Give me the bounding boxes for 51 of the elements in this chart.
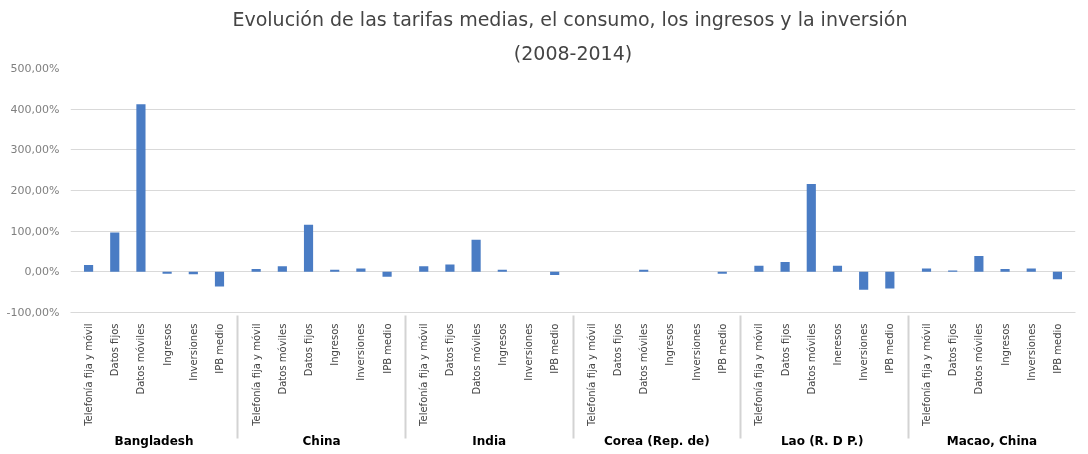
x-tick-label: Ingresos [161,323,173,366]
y-tick-label: 0,00% [24,265,60,279]
x-tick-label: Datos fijos [612,323,624,377]
x-tick-label: Ingresos [999,323,1011,366]
x-tick-label: Datos fijos [303,323,315,377]
x-tick-label: Telefonía fija y móvil [418,323,430,427]
x-tick-label: Telefonía fija y móvil [753,323,765,427]
x-tick-label: Datos móviles [470,323,482,395]
x-tick-label: Inversiones [858,323,870,381]
y-tick-label: 500,00% [10,62,60,75]
x-tick-label: Telefonía fija y móvil [921,323,932,427]
text: Macao, China [946,433,1038,448]
y-tick-label: 300,00% [10,143,60,157]
x-tick-label: Datos fijos [109,323,121,377]
x-tick-label: Inversiones [690,323,702,381]
x-tick-label: Telefonía fija y móvil [250,323,262,427]
x-tick-label: Telefonía fija y móvil [585,323,597,427]
text: Corea (Rep. de) [603,433,710,448]
y-tick-label: 400,00% [10,102,60,116]
y-tick-label: 200,00% [10,184,60,197]
chart-title: Evolución de las tarifas medias, el consumo, los ingresos y la inversión [232,7,908,30]
x-tick-label: Inversiones [355,323,367,381]
x-tick-label: Telefonía fija y móvil [83,323,95,427]
x-tick-label: Datos fijos [947,323,959,377]
text: Lao (R. D P.) [780,433,864,448]
x-tick-label: Ingresos [496,323,508,366]
y-tick-label: 100,00% [10,224,60,238]
x-tick-label: IPB medio [884,323,896,374]
x-tick-label: Inversiones [187,323,199,381]
x-tick-label: Inversiones [522,323,534,381]
text: China [302,433,341,448]
text: Bangladesh [114,433,194,448]
x-tick-label: Datos fijos [779,323,791,377]
x-tick-label: IPB medio [214,323,225,374]
text: India [472,433,507,448]
x-tick-label: Datos móviles [276,323,288,395]
x-tick-label: Datos fijos [444,323,456,377]
x-tick-label: Datos móviles [135,323,147,395]
chart-subtitle: (2008-2014) [513,41,633,64]
x-tick-label: Inversiones [1025,323,1037,381]
x-tick-label: Datos móviles [973,323,985,395]
x-tick-label: IPB medio [1051,323,1063,374]
x-tick-label: Ingresos [329,323,341,366]
x-tick-label: Ineresos [831,323,843,366]
x-tick-label: IPB medio [549,323,561,374]
y-tick-label: -100,00% [6,306,60,319]
x-tick-label: IPB medio [381,323,393,374]
x-tick-label: Datos móviles [805,323,817,395]
x-tick-label: Datos móviles [638,323,650,395]
x-tick-label: Ingresos [664,323,676,366]
x-tick-label: IPB medio [716,323,728,374]
